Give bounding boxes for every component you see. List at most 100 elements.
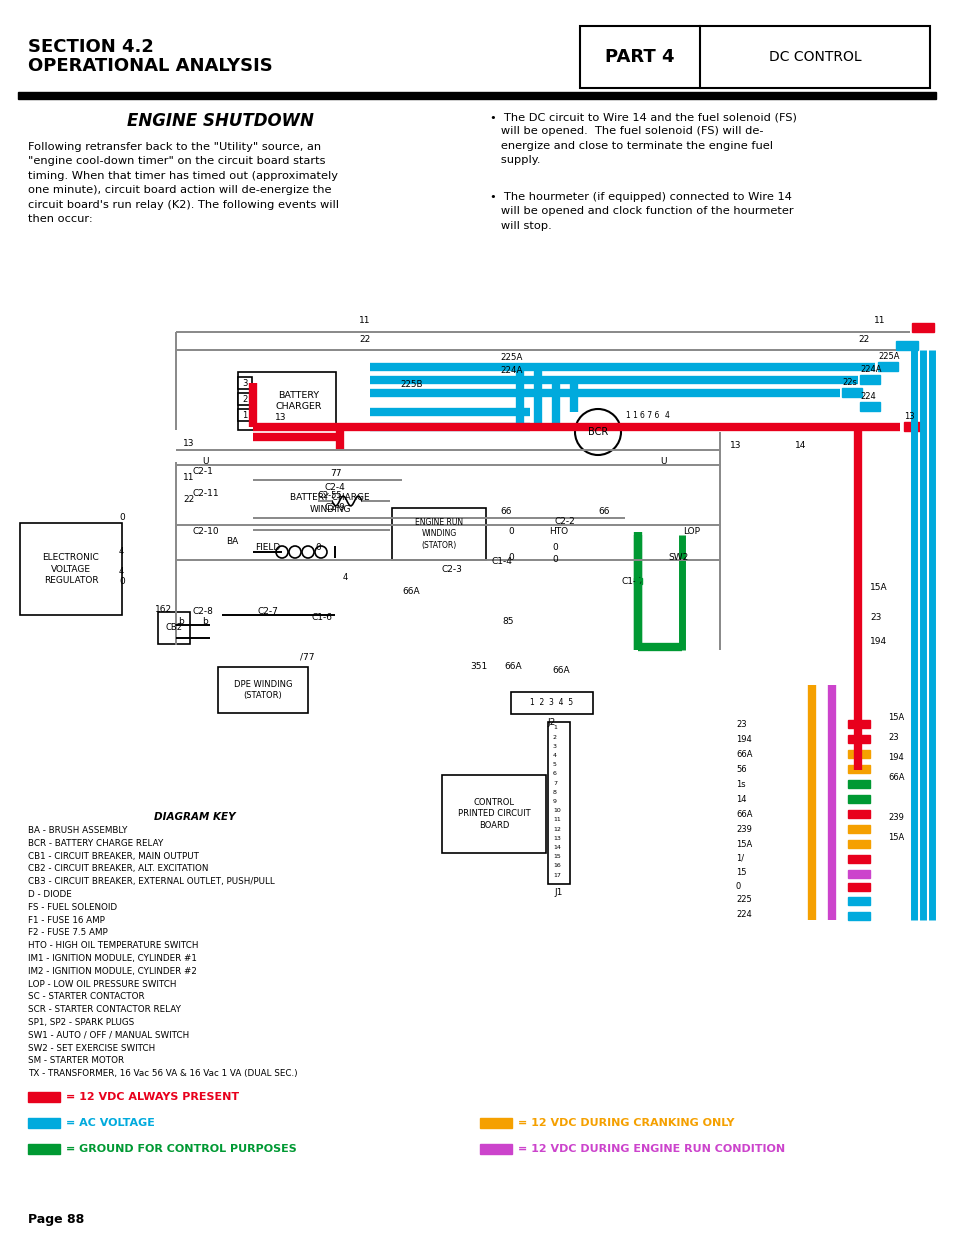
Text: 22: 22 xyxy=(858,335,869,345)
Bar xyxy=(847,883,869,890)
Bar xyxy=(237,393,252,405)
Text: b: b xyxy=(178,618,184,626)
Text: 14: 14 xyxy=(553,845,560,850)
Text: 66A: 66A xyxy=(887,773,903,782)
Text: 6 7 6: 6 7 6 xyxy=(639,411,659,420)
Bar xyxy=(847,840,869,848)
Text: CONTROL
PRINTED CIRCUIT
BOARD: CONTROL PRINTED CIRCUIT BOARD xyxy=(457,798,530,830)
Text: 23: 23 xyxy=(887,734,898,742)
Text: 14: 14 xyxy=(794,441,805,450)
Bar xyxy=(847,855,869,863)
Text: CB3 - CIRCUIT BREAKER, EXTERNAL OUTLET, PUSH/PULL: CB3 - CIRCUIT BREAKER, EXTERNAL OUTLET, … xyxy=(28,877,274,887)
Text: C2-1: C2-1 xyxy=(193,468,213,477)
Text: 66: 66 xyxy=(598,506,609,515)
Text: J1: J1 xyxy=(555,888,562,897)
Text: BCR - BATTERY CHARGE RELAY: BCR - BATTERY CHARGE RELAY xyxy=(28,839,163,847)
Text: SP1, SP2 - SPARK PLUGS: SP1, SP2 - SPARK PLUGS xyxy=(28,1018,134,1028)
Text: 224A: 224A xyxy=(859,366,881,374)
Bar xyxy=(847,795,869,803)
Text: J2: J2 xyxy=(547,718,556,727)
Text: 56: 56 xyxy=(735,766,746,774)
Text: 13: 13 xyxy=(729,441,740,450)
Text: 11: 11 xyxy=(553,818,560,823)
Text: FIELD: FIELD xyxy=(254,543,280,552)
Text: C2-55: C2-55 xyxy=(317,492,342,500)
Text: 23: 23 xyxy=(735,720,746,730)
Text: 1: 1 xyxy=(553,725,557,730)
Text: 8: 8 xyxy=(553,790,557,795)
Text: F1 - FUSE 16 AMP: F1 - FUSE 16 AMP xyxy=(28,915,105,925)
Text: 4: 4 xyxy=(553,753,557,758)
Text: C2-8: C2-8 xyxy=(193,608,213,616)
Bar xyxy=(847,735,869,743)
Text: 1  2  3  4  5: 1 2 3 4 5 xyxy=(530,699,573,708)
Text: BATTERY CHARGE
WINDING: BATTERY CHARGE WINDING xyxy=(290,493,370,514)
Text: 66: 66 xyxy=(499,506,511,515)
Text: 2: 2 xyxy=(242,394,248,404)
Bar xyxy=(479,1144,512,1153)
Text: 85: 85 xyxy=(501,618,513,626)
Text: DC CONTROL: DC CONTROL xyxy=(768,49,861,64)
Text: 15A: 15A xyxy=(887,713,903,722)
Text: U: U xyxy=(659,457,666,467)
Text: C2-11: C2-11 xyxy=(193,489,219,498)
Bar xyxy=(579,26,929,88)
Text: CB2 - CIRCUIT BREAKER, ALT. EXCITATION: CB2 - CIRCUIT BREAKER, ALT. EXCITATION xyxy=(28,864,208,873)
Bar xyxy=(28,1118,60,1128)
Text: FS - FUEL SOLENOID: FS - FUEL SOLENOID xyxy=(28,903,117,911)
Bar xyxy=(859,375,879,384)
Text: C1-4: C1-4 xyxy=(492,557,513,567)
Text: DPE WINDING
(STATOR): DPE WINDING (STATOR) xyxy=(233,679,292,700)
Text: 15A: 15A xyxy=(887,832,903,842)
Text: 225: 225 xyxy=(735,895,751,904)
Text: 23: 23 xyxy=(869,613,881,621)
Text: 66A: 66A xyxy=(552,667,569,676)
Text: ENGINE SHUTDOWN: ENGINE SHUTDOWN xyxy=(127,112,314,130)
Text: LOP: LOP xyxy=(682,527,700,536)
Text: 66A: 66A xyxy=(401,588,419,597)
Text: CB2: CB2 xyxy=(165,624,182,632)
Text: HTO - HIGH OIL TEMPERATURE SWITCH: HTO - HIGH OIL TEMPERATURE SWITCH xyxy=(28,941,198,950)
Text: SCR - STARTER CONTACTOR RELAY: SCR - STARTER CONTACTOR RELAY xyxy=(28,1005,181,1014)
Text: C2-3: C2-3 xyxy=(441,566,462,574)
Bar xyxy=(511,692,593,714)
Text: b: b xyxy=(202,618,208,626)
Text: 13: 13 xyxy=(553,836,560,841)
Bar xyxy=(18,91,935,99)
Text: SW1 - AUTO / OFF / MANUAL SWITCH: SW1 - AUTO / OFF / MANUAL SWITCH xyxy=(28,1031,189,1040)
Text: C2-7: C2-7 xyxy=(257,608,278,616)
Text: 225A: 225A xyxy=(499,353,522,362)
Text: 225A: 225A xyxy=(877,352,899,361)
Bar xyxy=(841,388,862,396)
Text: CB1 - CIRCUIT BREAKER, MAIN OUTPUT: CB1 - CIRCUIT BREAKER, MAIN OUTPUT xyxy=(28,852,199,861)
Text: 11: 11 xyxy=(359,316,371,325)
Text: SW2 - SET EXERCISE SWITCH: SW2 - SET EXERCISE SWITCH xyxy=(28,1044,155,1052)
Bar xyxy=(911,324,933,332)
Bar xyxy=(847,810,869,818)
Bar xyxy=(218,667,308,713)
Text: 194: 194 xyxy=(735,736,751,745)
Text: SECTION 4.2: SECTION 4.2 xyxy=(28,38,153,56)
Text: D - DIODE: D - DIODE xyxy=(28,890,71,899)
Text: 1 1: 1 1 xyxy=(625,411,638,420)
Text: C2-2: C2-2 xyxy=(555,517,576,526)
Bar xyxy=(847,750,869,758)
Text: BCR: BCR xyxy=(587,427,607,437)
Text: IM1 - IGNITION MODULE, CYLINDER #1: IM1 - IGNITION MODULE, CYLINDER #1 xyxy=(28,953,196,963)
Bar xyxy=(158,613,190,643)
Text: 15: 15 xyxy=(553,855,560,860)
Text: BA - BRUSH ASSEMBLY: BA - BRUSH ASSEMBLY xyxy=(28,826,128,835)
Text: 1/: 1/ xyxy=(735,853,743,862)
Text: 224: 224 xyxy=(735,910,751,920)
Text: 224: 224 xyxy=(859,391,875,401)
Text: 15A: 15A xyxy=(869,583,886,593)
Text: 10: 10 xyxy=(553,808,560,814)
Bar xyxy=(877,362,897,370)
Text: 7: 7 xyxy=(553,781,557,785)
Text: 22: 22 xyxy=(359,335,370,345)
Text: 0: 0 xyxy=(507,553,514,562)
Text: 225B: 225B xyxy=(399,380,422,389)
Text: HTO: HTO xyxy=(548,527,568,536)
Text: 0: 0 xyxy=(314,543,320,552)
Text: 66A: 66A xyxy=(735,810,752,820)
